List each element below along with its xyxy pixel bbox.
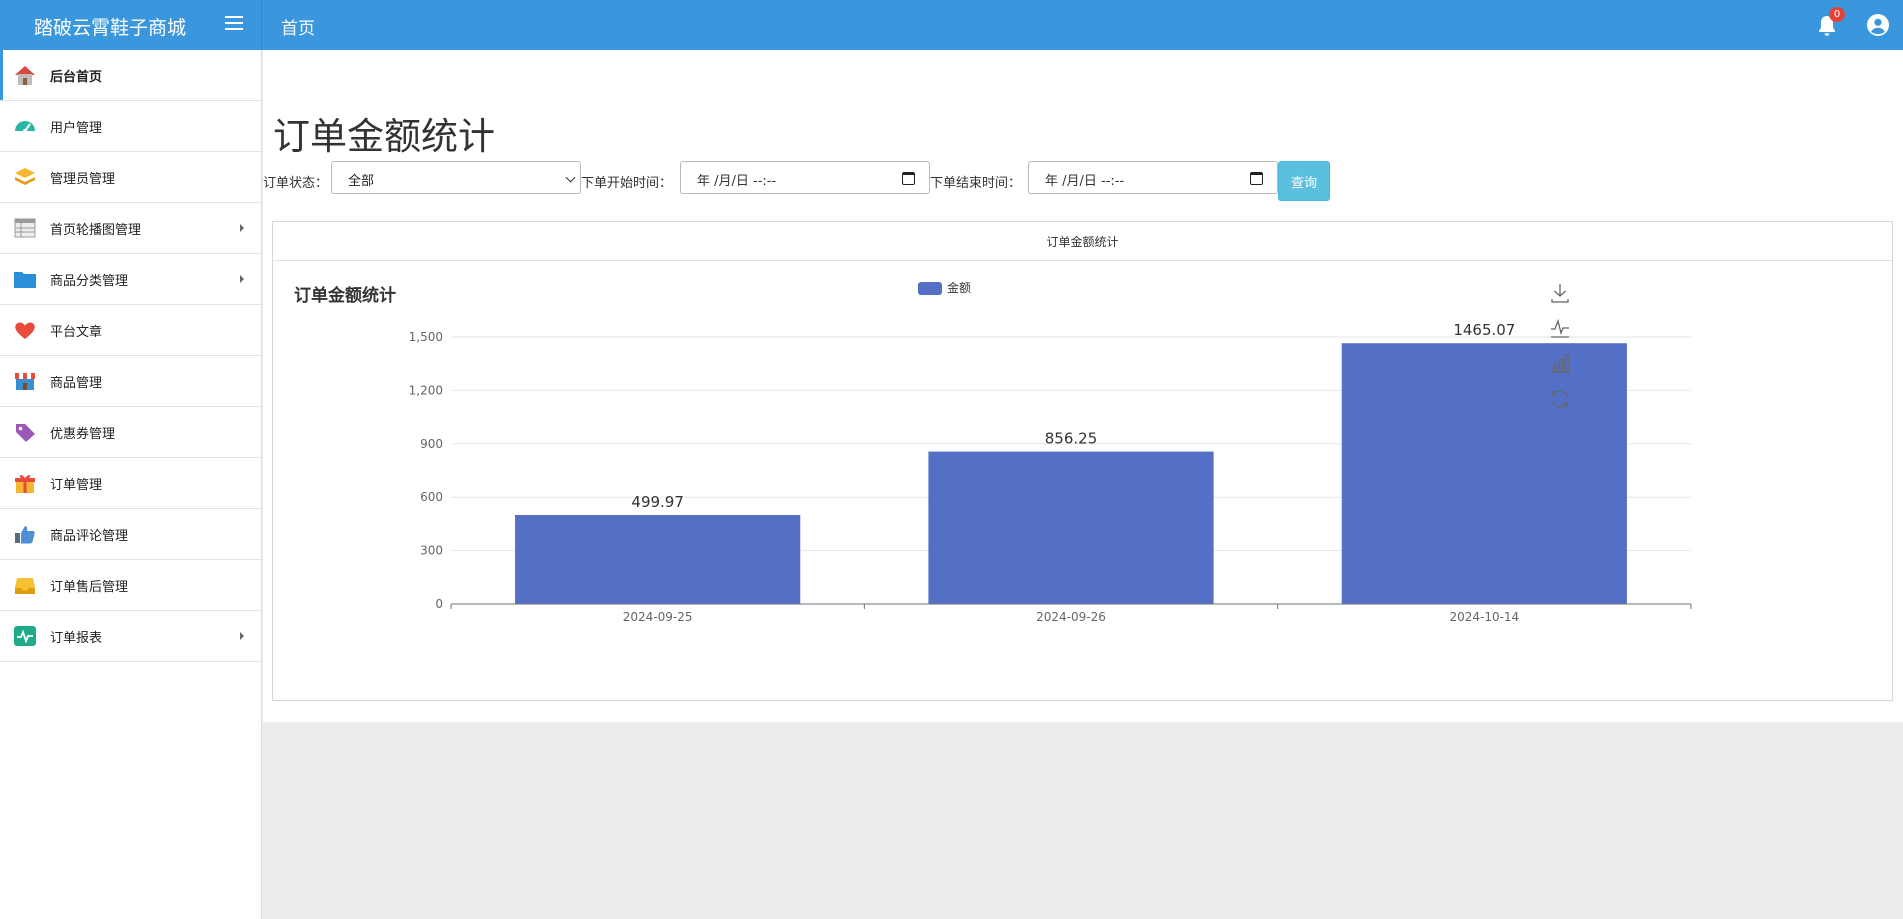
house-icon [15, 66, 35, 85]
panel-heading: 订单金额统计 [273, 222, 1892, 261]
chart-title: 订单金额统计 [294, 285, 396, 306]
end-time-value: 年 /月/日 --:-- [1045, 174, 1125, 189]
bar-chart: 订单金额统计 金额 499.97 856.25 1465.07 0 300 600 900… [294, 280, 1692, 624]
caret-right-icon [240, 275, 244, 283]
refresh-icon[interactable] [1551, 390, 1569, 408]
bar-value-label: 856.25 [1045, 430, 1098, 448]
sidebar-item-label: 后台首页 [50, 70, 103, 85]
sidebar-item-label: 管理员管理 [50, 172, 116, 187]
y-tick-label: 900 [420, 437, 443, 451]
tag-icon [16, 424, 35, 442]
main-content: 订单金额统计 订单状态： 全部 下单开始时间： 年 /月/日 --:-- 下单结… [263, 50, 1903, 722]
calendar-icon[interactable] [1250, 172, 1263, 185]
sidebar-item-users[interactable]: 用户管理 [0, 101, 261, 152]
sidebar-item-categories[interactable]: 商品分类管理 [0, 254, 261, 305]
status-filter-label: 订单状态： [263, 176, 329, 191]
chevron-down-icon [565, 172, 576, 183]
sidebar-item-label: 优惠券管理 [50, 427, 116, 442]
sidebar-item-label: 商品评论管理 [50, 529, 129, 544]
gift-icon [15, 474, 35, 493]
thumbs-up-icon [15, 526, 35, 544]
inbox-icon [15, 578, 35, 594]
end-time-input[interactable]: 年 /月/日 --:-- [1028, 161, 1278, 194]
y-tick-label: 1,200 [409, 383, 443, 397]
x-tick-label: 2024-10-14 [1449, 610, 1519, 624]
sidebar-item-label: 用户管理 [50, 121, 103, 136]
sidebar-item-orders[interactable]: 订单管理 [0, 458, 261, 509]
folder-icon [14, 272, 36, 288]
top-header: 踏破云霄鞋子商城 首页 0 [0, 0, 1903, 50]
line-chart-icon[interactable] [1551, 318, 1569, 338]
sidebar-item-label: 商品管理 [50, 376, 103, 391]
x-tick-label: 2024-09-25 [623, 610, 693, 624]
page-label: 首页 [281, 19, 315, 39]
start-time-value: 年 /月/日 --:-- [697, 174, 777, 189]
page-title: 订单金额统计 [273, 115, 495, 158]
calendar-icon[interactable] [902, 172, 915, 185]
bar[interactable] [515, 515, 801, 604]
legend-label[interactable]: 金额 [947, 280, 971, 295]
start-time-label: 下单开始时间： [581, 176, 673, 191]
menu-toggle-icon[interactable] [225, 16, 245, 34]
stack-icon [15, 168, 35, 185]
bar-value-label: 499.97 [631, 493, 684, 511]
caret-right-icon [240, 224, 244, 232]
sidebar-item-coupons[interactable]: 优惠券管理 [0, 407, 261, 458]
query-button[interactable]: 查询 [1278, 161, 1330, 201]
order-status-value: 全部 [348, 174, 375, 189]
chart-panel: 订单金额统计 订单金额统计 金额 499.97 856.25 1465.07 0 30… [272, 221, 1893, 701]
store-icon [15, 373, 35, 390]
table-icon [14, 218, 36, 238]
brand-title[interactable]: 踏破云霄鞋子商城 [34, 17, 187, 39]
speedometer-icon [15, 121, 35, 133]
sidebar-item-articles[interactable]: 平台文章 [0, 305, 261, 356]
notification-badge: 0 [1829, 7, 1845, 22]
y-tick-label: 0 [435, 597, 443, 611]
download-icon[interactable] [1551, 284, 1569, 303]
sidebar-item-banners[interactable]: 首页轮播图管理 [0, 203, 261, 254]
bar-chart-icon[interactable] [1552, 354, 1569, 373]
bar[interactable] [1341, 343, 1627, 604]
sidebar-item-label: 订单报表 [50, 631, 103, 646]
sidebar-item-admins[interactable]: 管理员管理 [0, 152, 261, 203]
end-time-label: 下单结束时间： [930, 176, 1022, 191]
x-tick-label: 2024-09-26 [1036, 610, 1106, 624]
sidebar-item-label: 平台文章 [50, 325, 103, 340]
sidebar-item-label: 首页轮播图管理 [50, 223, 142, 238]
user-account-icon[interactable] [1866, 13, 1890, 37]
sidebar-item-label: 订单管理 [50, 478, 103, 493]
heart-icon [15, 322, 35, 339]
sidebar-item-reports[interactable]: 订单报表 [0, 611, 261, 662]
sidebar: 后台首页 用户管理 管理员管理 首页轮播图管理 商品分类管理 [0, 50, 262, 919]
order-status-select[interactable]: 全部 [331, 161, 581, 194]
sidebar-item-products[interactable]: 商品管理 [0, 356, 261, 407]
y-tick-label: 300 [420, 544, 443, 558]
sidebar-item-label: 商品分类管理 [50, 274, 129, 289]
brand: 踏破云霄鞋子商城 [0, 0, 262, 50]
bar-value-label: 1465.07 [1453, 321, 1515, 339]
y-tick-label: 600 [420, 490, 443, 504]
y-tick-label: 1,500 [409, 330, 443, 344]
sidebar-item-reviews[interactable]: 商品评论管理 [0, 509, 261, 560]
panel-heading-text: 订单金额统计 [1046, 235, 1119, 249]
caret-right-icon [240, 632, 244, 640]
sidebar-item-after-sales[interactable]: 订单售后管理 [0, 560, 261, 611]
start-time-input[interactable]: 年 /月/日 --:-- [680, 161, 930, 194]
notification-bell-icon[interactable]: 0 [1816, 7, 1845, 38]
legend-swatch[interactable] [918, 282, 942, 295]
activity-icon [14, 626, 36, 646]
bar[interactable] [928, 451, 1214, 604]
sidebar-item-dashboard[interactable]: 后台首页 [0, 50, 261, 101]
sidebar-item-label: 订单售后管理 [50, 580, 129, 595]
